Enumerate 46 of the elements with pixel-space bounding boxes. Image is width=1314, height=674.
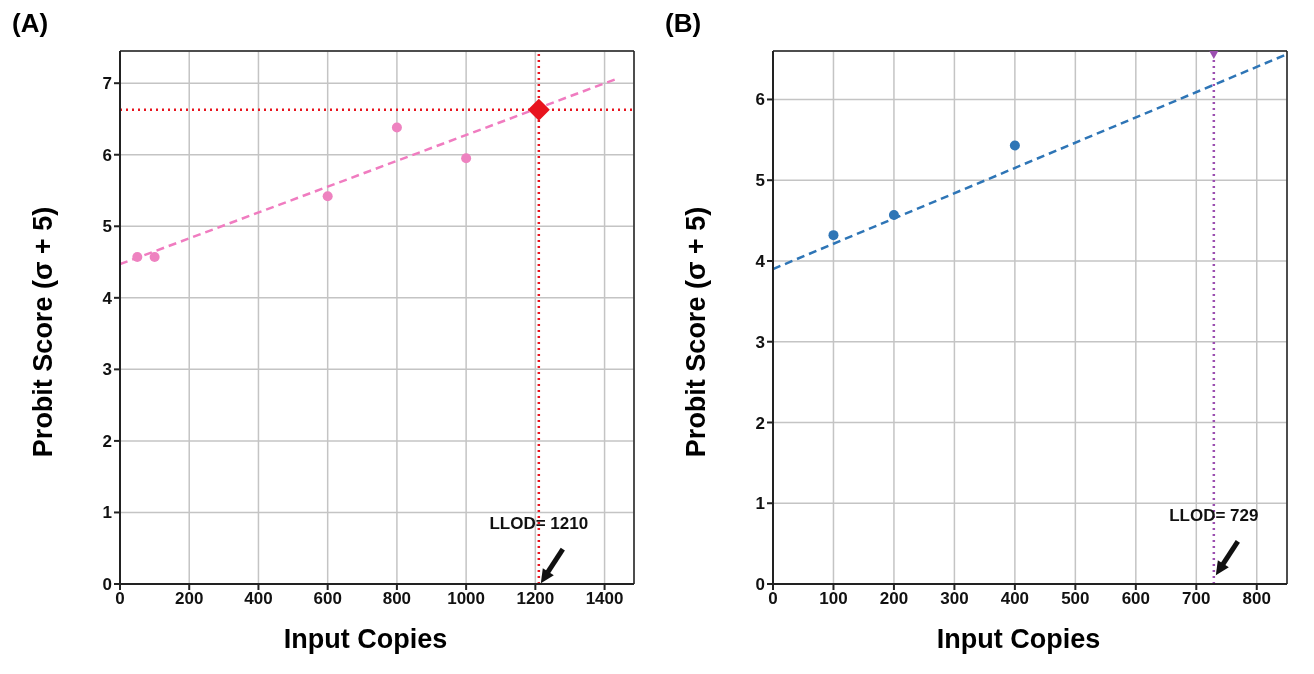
x-tick-label: 600 bbox=[1121, 589, 1151, 609]
x-tick-label: 200 bbox=[879, 589, 909, 609]
y-tick-label: 1 bbox=[102, 503, 112, 523]
chart-title: (B) bbox=[664, 8, 703, 40]
y-tick-label: 3 bbox=[102, 360, 112, 380]
x-tick-label: 800 bbox=[1242, 589, 1271, 609]
x-tick-label: 800 bbox=[382, 589, 412, 609]
x-tick-label: 300 bbox=[940, 589, 969, 609]
y-tick-label: 7 bbox=[102, 74, 112, 94]
point bbox=[132, 252, 143, 263]
x-tick-label: 100 bbox=[819, 589, 848, 609]
point bbox=[527, 98, 550, 121]
y-tick-label: 2 bbox=[102, 431, 112, 451]
x-tick-label: 600 bbox=[313, 589, 342, 609]
y-tick-label: 6 bbox=[102, 145, 112, 165]
x-tick-label: 1200 bbox=[516, 589, 555, 609]
y-tick-label: 4 bbox=[755, 252, 766, 271]
y-tick-label: 3 bbox=[755, 332, 765, 352]
y-tick-label: 5 bbox=[102, 217, 112, 237]
x-tick-label: 400 bbox=[1000, 589, 1030, 609]
x-axis-title: Input Copies bbox=[282, 624, 449, 655]
annotation: LLOD= 1210 bbox=[489, 514, 589, 534]
point bbox=[391, 122, 402, 133]
y-axis-title: Probit Score (σ + 5) bbox=[680, 205, 712, 460]
y-tick-label: 0 bbox=[102, 575, 112, 595]
y-tick-label: 6 bbox=[755, 90, 765, 110]
x-axis-title: Input Copies bbox=[935, 624, 1102, 655]
point bbox=[149, 252, 160, 263]
point bbox=[322, 191, 333, 202]
y-tick-label: 2 bbox=[755, 413, 765, 433]
chart-title: (A) bbox=[11, 8, 50, 40]
y-tick-label: 1 bbox=[755, 494, 765, 514]
x-tick-label: 1400 bbox=[585, 589, 624, 609]
x-tick-label: 1000 bbox=[447, 589, 486, 609]
annotation: LLOD= 729 bbox=[1169, 506, 1259, 526]
y-tick-label: 0 bbox=[755, 575, 765, 595]
x-tick-label: 700 bbox=[1182, 589, 1211, 609]
y-axis-title: Probit Score (σ + 5) bbox=[27, 205, 59, 460]
x-tick-label: 500 bbox=[1061, 589, 1090, 609]
y-tick-label: 4 bbox=[102, 288, 113, 308]
x-tick-label: 0 bbox=[115, 589, 125, 609]
x-tick-label: 0 bbox=[768, 589, 778, 609]
x-tick-label: 400 bbox=[244, 589, 273, 609]
x-tick-label: 200 bbox=[175, 589, 204, 609]
y-tick-label: 5 bbox=[755, 171, 765, 191]
point bbox=[461, 153, 472, 164]
